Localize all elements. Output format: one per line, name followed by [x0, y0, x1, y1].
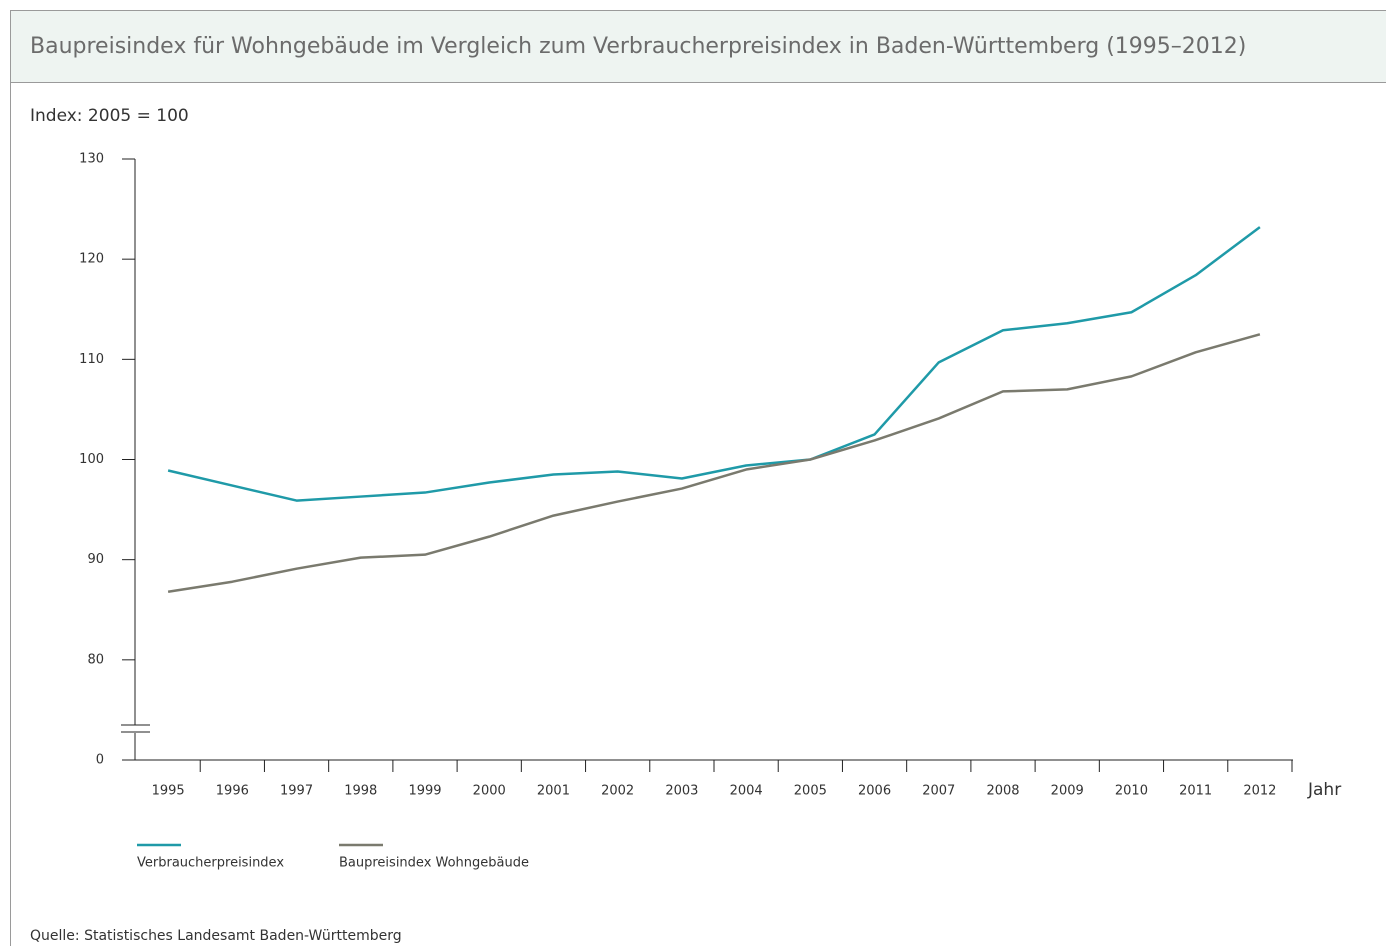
legend-label: Baupreisindex Wohngebäude: [339, 856, 529, 871]
x-tick-label: 1998: [344, 784, 377, 799]
series-line: [167, 226, 1261, 502]
y-tick-label: 110: [79, 352, 104, 367]
y-tick-label: 90: [87, 552, 104, 567]
legend-label: Verbraucherpreisindex: [137, 856, 284, 871]
y-tick-label: 100: [79, 452, 104, 467]
x-tick-label: 1995: [152, 784, 185, 799]
x-tick-label: 2009: [1051, 784, 1084, 799]
axis-break-gap: [120, 725, 150, 733]
x-tick-label: 2000: [473, 784, 506, 799]
x-tick-label: 1999: [408, 784, 441, 799]
x-tick-label: 2012: [1243, 784, 1276, 799]
y-tick-label: 0: [96, 753, 104, 768]
y-tick-label: 130: [79, 152, 104, 167]
source: Quelle: Statistisches Landesamt Baden-Wü…: [30, 928, 402, 944]
x-tick-label: 2010: [1115, 784, 1148, 799]
x-tick-label: 1997: [280, 784, 313, 799]
frame: [10, 10, 1386, 946]
x-tick-label: 2011: [1179, 784, 1212, 799]
x-tick-label: 2008: [986, 784, 1019, 799]
y-tick-label: 120: [79, 252, 104, 267]
x-tick-label: 2001: [537, 784, 570, 799]
x-tick-label: 2002: [601, 784, 634, 799]
series-line: [167, 333, 1261, 593]
x-tick-label: 2004: [730, 784, 763, 799]
x-tick-label: 1996: [216, 784, 249, 799]
x-axis-label: Jahr: [1307, 780, 1341, 800]
y-tick-label: 80: [87, 652, 104, 667]
x-tick-label: 2007: [922, 784, 955, 799]
y-axis-label: Index: 2005 = 100: [30, 106, 189, 126]
x-tick-label: 2003: [665, 784, 698, 799]
chart-title: Baupreisindex für Wohngebäude im Verglei…: [30, 34, 1246, 59]
x-tick-label: 2005: [794, 784, 827, 799]
x-tick-label: 2006: [858, 784, 891, 799]
header: [11, 11, 1386, 82]
